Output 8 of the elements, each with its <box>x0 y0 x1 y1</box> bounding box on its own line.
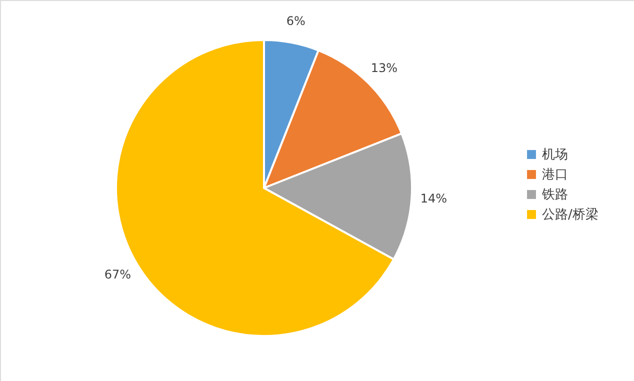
data-label: 13% <box>370 60 398 75</box>
data-label: 67% <box>104 268 132 282</box>
legend-label: 铁路 <box>541 188 568 202</box>
legend-label: 公路/桥梁 <box>542 206 598 222</box>
data-label: 14% <box>420 192 447 206</box>
legend-label: 港口 <box>542 168 568 182</box>
legend-label: 机场 <box>542 148 568 162</box>
data-label: 6% <box>286 14 306 28</box>
